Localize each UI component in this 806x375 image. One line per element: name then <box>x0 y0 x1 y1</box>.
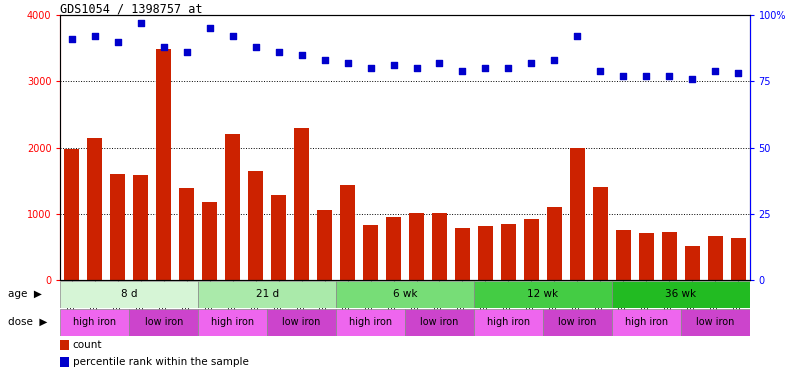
Bar <box>363 225 378 280</box>
Bar <box>684 246 700 280</box>
Point <box>686 76 699 82</box>
Bar <box>198 281 336 308</box>
Point <box>594 68 607 74</box>
Text: low iron: low iron <box>144 317 183 327</box>
Bar <box>501 225 516 280</box>
Bar <box>386 217 401 280</box>
Text: low iron: low iron <box>282 317 321 327</box>
Bar <box>455 228 470 280</box>
Bar <box>129 309 198 336</box>
Point <box>341 60 354 66</box>
Text: age  ▶: age ▶ <box>8 290 42 299</box>
Text: GDS1054 / 1398757_at: GDS1054 / 1398757_at <box>60 2 203 15</box>
Bar <box>198 309 267 336</box>
Bar <box>409 213 424 280</box>
Bar <box>179 188 194 280</box>
Point <box>295 52 308 58</box>
Text: count: count <box>73 340 102 350</box>
Point <box>571 33 584 39</box>
Point <box>708 68 721 74</box>
Point <box>525 60 538 66</box>
Text: 6 wk: 6 wk <box>393 290 418 299</box>
Point <box>249 44 262 50</box>
Point <box>617 73 629 79</box>
Bar <box>570 148 585 280</box>
Bar <box>616 230 631 280</box>
Point <box>640 73 653 79</box>
Bar <box>60 340 69 350</box>
Bar <box>294 128 310 280</box>
Bar <box>612 281 750 308</box>
Bar <box>336 281 474 308</box>
Point <box>318 57 331 63</box>
Text: low iron: low iron <box>420 317 459 327</box>
Text: high iron: high iron <box>211 317 255 327</box>
Point <box>226 33 239 39</box>
Point <box>364 65 377 71</box>
Point <box>663 73 675 79</box>
Bar <box>432 213 447 280</box>
Point <box>456 68 469 74</box>
Point <box>732 70 745 76</box>
Bar <box>271 195 286 280</box>
Bar <box>110 174 126 280</box>
Bar <box>268 309 336 336</box>
Bar <box>60 357 69 367</box>
Text: percentile rank within the sample: percentile rank within the sample <box>73 357 249 367</box>
Text: 21 d: 21 d <box>256 290 279 299</box>
Point <box>135 20 147 26</box>
Text: high iron: high iron <box>487 317 530 327</box>
Text: high iron: high iron <box>349 317 393 327</box>
Bar <box>64 149 80 280</box>
Text: 12 wk: 12 wk <box>527 290 559 299</box>
Bar <box>336 309 405 336</box>
Bar <box>662 232 677 280</box>
Point <box>387 62 400 68</box>
Bar <box>202 202 218 280</box>
Bar <box>478 226 493 280</box>
Bar <box>730 238 746 280</box>
Bar <box>524 219 539 280</box>
Point <box>433 60 446 66</box>
Bar <box>592 187 608 280</box>
Point <box>203 25 216 31</box>
Bar <box>638 233 654 280</box>
Text: 8 d: 8 d <box>121 290 138 299</box>
Point <box>181 49 193 55</box>
Bar <box>680 309 750 336</box>
Point <box>272 49 285 55</box>
Bar <box>317 210 332 280</box>
Text: 36 wk: 36 wk <box>665 290 696 299</box>
Text: low iron: low iron <box>558 317 596 327</box>
Bar <box>543 309 612 336</box>
Bar <box>87 138 102 280</box>
Point <box>65 36 78 42</box>
Point <box>157 44 170 50</box>
Bar <box>546 207 562 280</box>
Bar <box>156 50 172 280</box>
Point <box>111 39 124 45</box>
Point <box>89 33 102 39</box>
Bar <box>248 171 264 280</box>
Point <box>410 65 423 71</box>
Bar <box>340 185 355 280</box>
Bar <box>60 309 129 336</box>
Point <box>479 65 492 71</box>
Text: low iron: low iron <box>696 317 734 327</box>
Text: dose  ▶: dose ▶ <box>8 317 48 327</box>
Bar <box>405 309 474 336</box>
Bar <box>612 309 680 336</box>
Text: high iron: high iron <box>625 317 668 327</box>
Bar <box>474 281 612 308</box>
Text: high iron: high iron <box>73 317 117 327</box>
Bar <box>474 309 543 336</box>
Bar <box>708 236 723 280</box>
Point <box>548 57 561 63</box>
Bar <box>225 134 240 280</box>
Point <box>502 65 515 71</box>
Bar <box>133 176 148 280</box>
Bar <box>60 281 198 308</box>
